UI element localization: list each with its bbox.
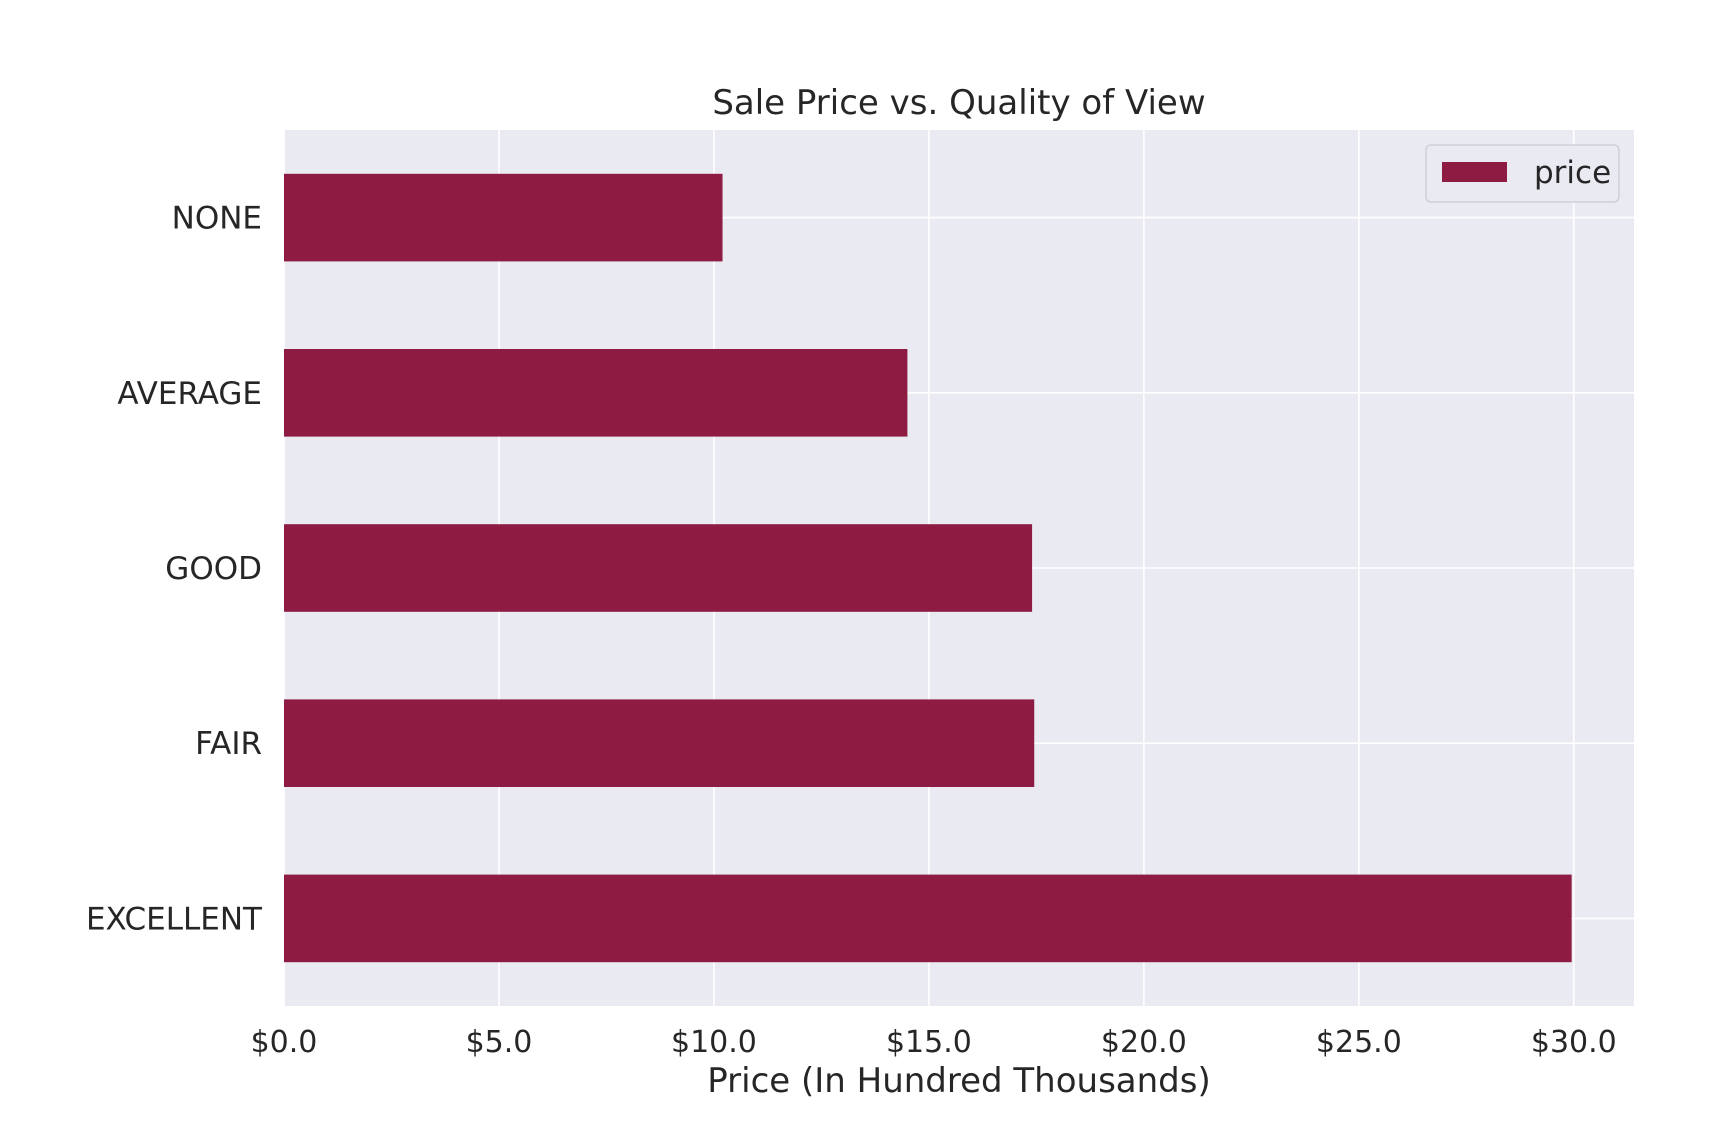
legend-swatch [1442,162,1507,182]
bars [284,173,1572,963]
x-tick-label: $0.0 [251,1025,318,1060]
x-tick-label: $10.0 [671,1025,757,1060]
y-tick-labels: NONE AVERAGE GOOD FAIR EXCELLENT [86,201,263,938]
y-tick-label: GOOD [165,551,262,587]
x-tick-label: $15.0 [886,1025,972,1060]
bar-average [284,349,908,437]
y-tick-label: FAIR [195,726,262,762]
chart-title: Sale Price vs. Quality of View [712,83,1205,123]
x-tick-label: $5.0 [466,1025,533,1060]
legend: price [1425,144,1620,203]
bar-excellent [284,874,1572,963]
x-tick-label: $30.0 [1531,1025,1617,1060]
bar-good [284,524,1033,612]
y-tick-label: NONE [172,201,262,237]
bar-none [284,173,723,262]
x-tick-label: $25.0 [1316,1025,1402,1060]
x-tick-label: $20.0 [1101,1025,1187,1060]
y-tick-label: EXCELLENT [86,901,263,937]
legend-label: price [1534,155,1611,191]
y-tick-label: AVERAGE [117,376,262,412]
x-tick-labels: $0.0 $5.0 $10.0 $15.0 $20.0 $25.0 $30.0 [251,1025,1617,1060]
x-axis-label: Price (In Hundred Thousands) [707,1061,1211,1101]
bar-fair [284,699,1035,787]
legend-box [1425,144,1620,203]
